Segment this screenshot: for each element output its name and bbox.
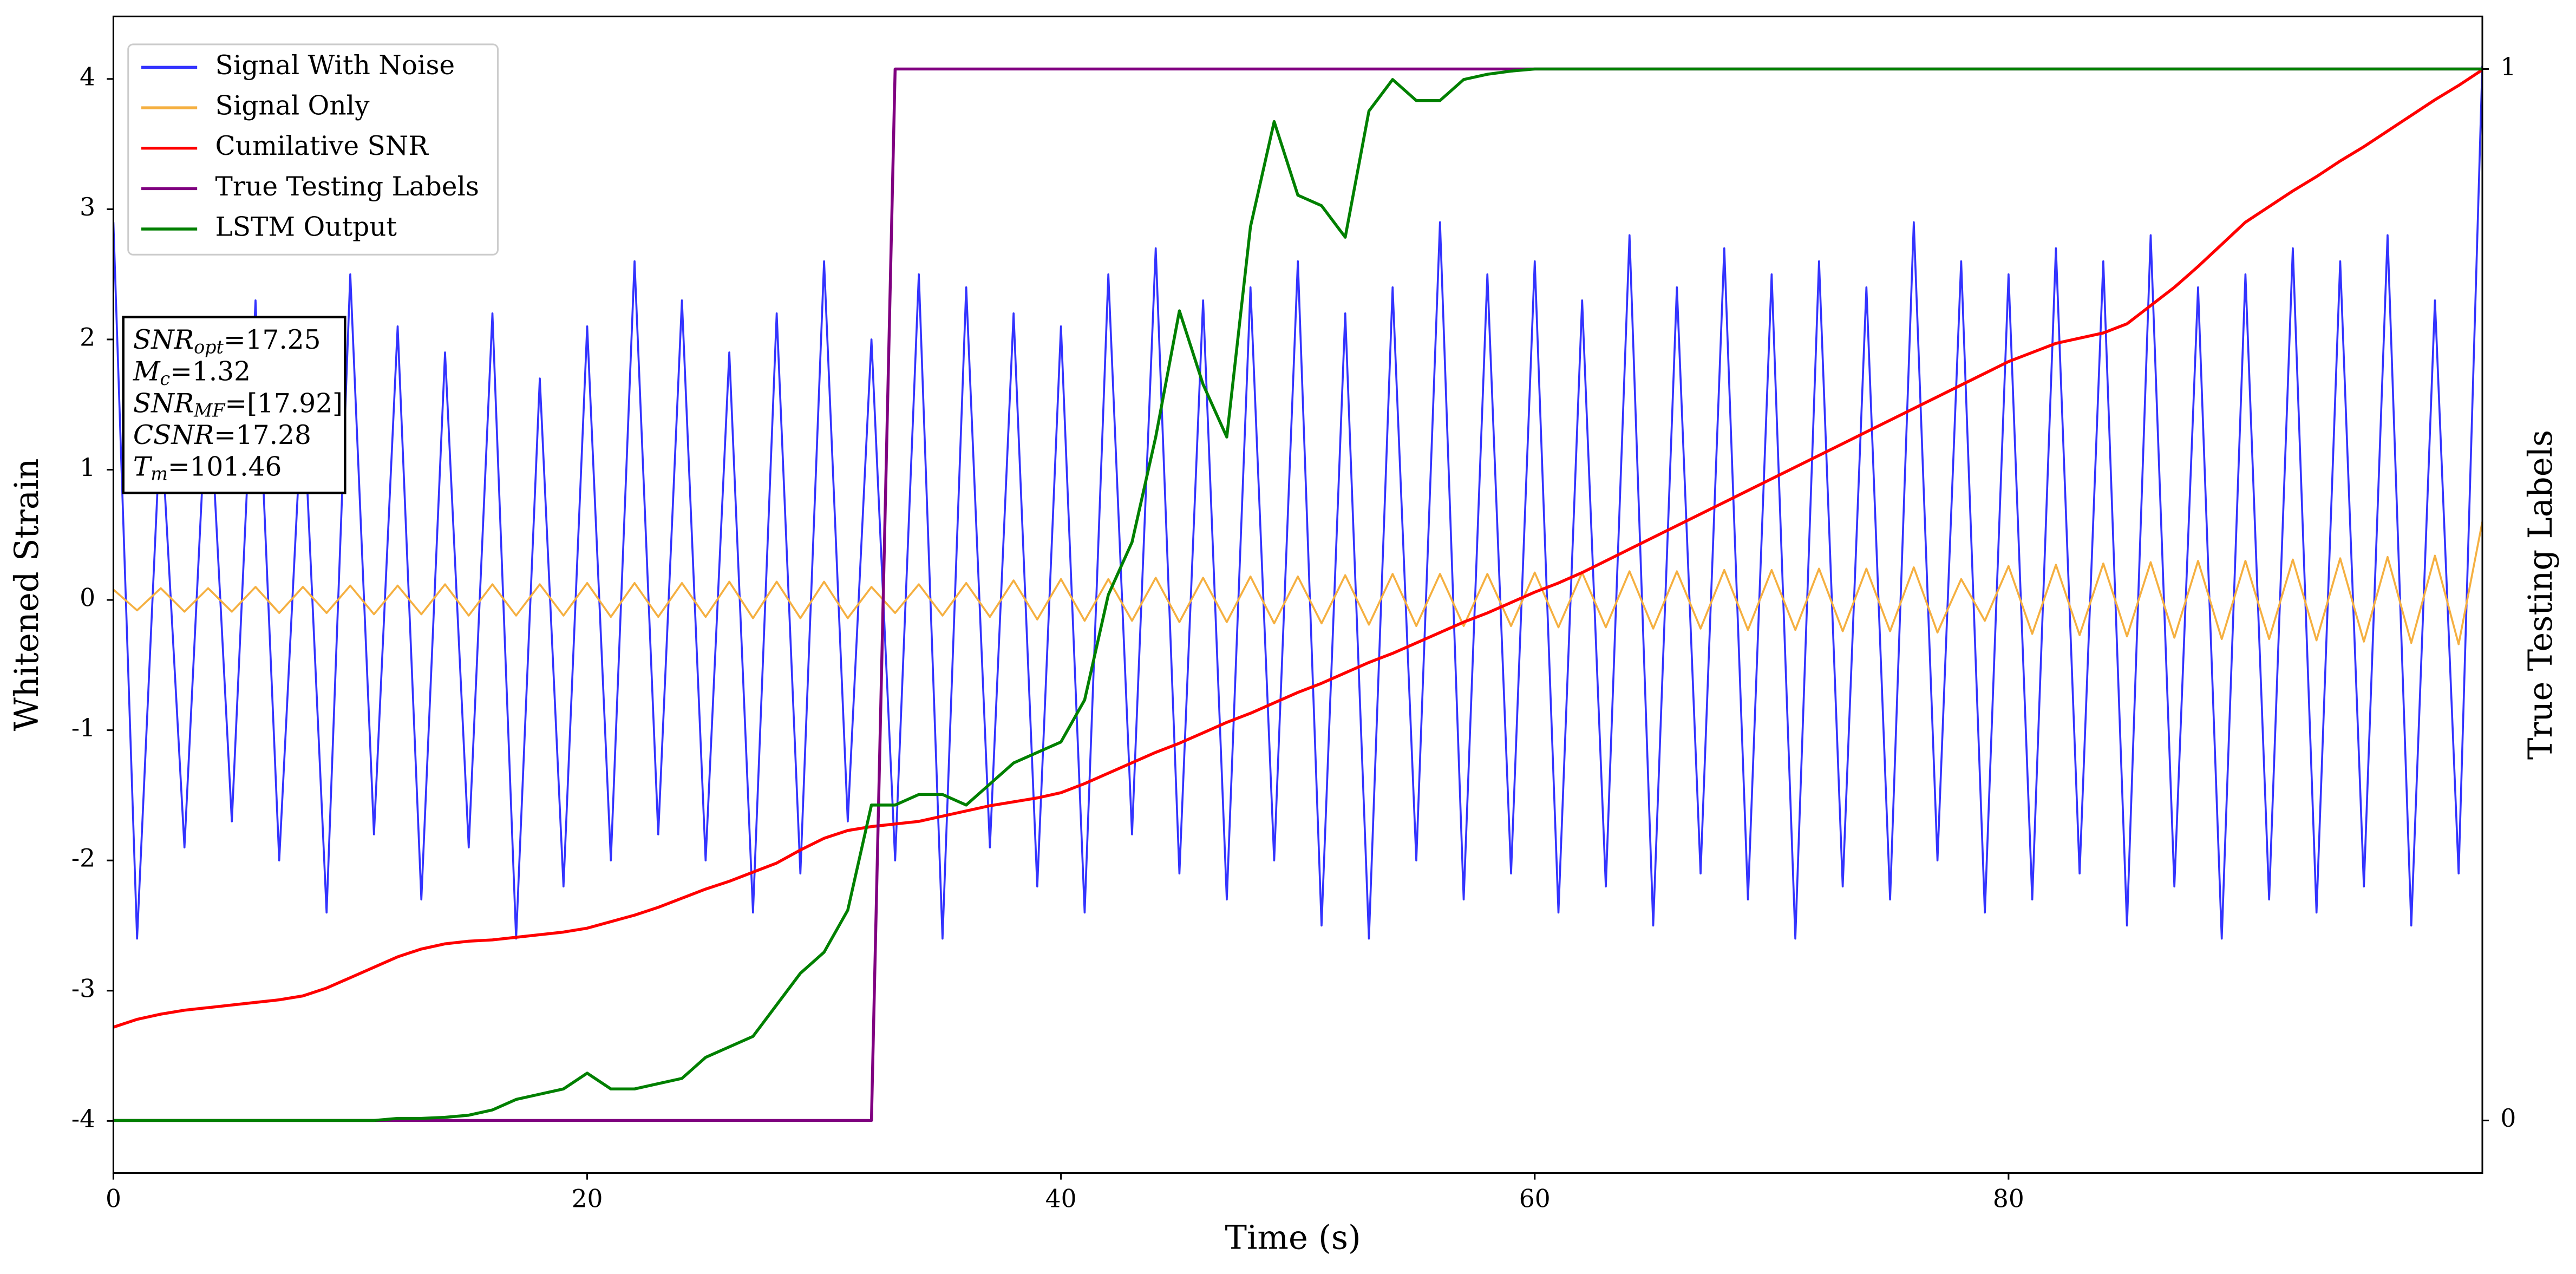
x-tick-label: 80: [1993, 1185, 2024, 1213]
x-tick-label: 40: [1045, 1185, 1077, 1213]
y2-tick-label: 1: [2500, 53, 2516, 81]
y-tick-label: 3: [80, 193, 95, 221]
series-line: [113, 68, 2482, 1029]
x-axis-label: Time (s): [1225, 1219, 1361, 1257]
annotation-line: SNRMF=[17.92]: [133, 388, 343, 421]
legend-label: True Testing Labels: [215, 172, 479, 202]
annotation-sub: MF: [193, 400, 226, 421]
legend-label: Cumilative SNR: [215, 131, 429, 161]
annotation-value: =[17.92]: [225, 388, 342, 419]
legend-label: Signal With Noise: [215, 50, 455, 81]
x-tick-label: 20: [572, 1185, 603, 1213]
annotation-var: T: [133, 452, 153, 482]
y-tick-label: -1: [71, 714, 95, 742]
y2-tick-label: 0: [2500, 1104, 2516, 1133]
y-axis-label: Whitened Strain: [8, 459, 46, 731]
legend: Signal With Noise Signal Only Cumilative S…: [127, 43, 499, 256]
annotation-value: =17.28: [214, 420, 311, 450]
plot-area: [113, 66, 2482, 1122]
annotation-line: Mc=1.32: [133, 356, 251, 389]
legend-box: [127, 43, 499, 256]
annotation-sub: opt: [194, 336, 224, 357]
annotation-var: SNR: [133, 325, 194, 355]
annotation-value: =101.46: [168, 452, 282, 482]
annotation-var: CSNR: [133, 420, 214, 450]
annotation-value: =1.32: [170, 356, 251, 387]
series-line: [113, 521, 2482, 645]
y-tick-label: 2: [80, 323, 95, 351]
y-tick-label: -3: [71, 974, 95, 1003]
plot-frame: [112, 15, 2483, 1174]
annotation-line: Tm=101.46: [133, 452, 282, 485]
legend-label: LSTM Output: [215, 212, 397, 242]
y-tick-label: 0: [80, 584, 95, 612]
series-line: [113, 66, 2482, 940]
series-line: [113, 67, 2482, 1122]
annotation-var: M: [133, 356, 161, 387]
annotation-line: CSNR=17.28: [133, 420, 311, 450]
annotation: SNRopt=17.25Mc=1.32SNRMF=[17.92]CSNR=17.…: [122, 316, 346, 494]
annotation-var: SNR: [133, 388, 194, 419]
y-tick-label: 1: [80, 453, 95, 482]
legend-label: Signal Only: [215, 91, 370, 121]
annotation-sub: c: [160, 368, 171, 389]
y-tick-label: -4: [71, 1105, 95, 1133]
annotation-sub: m: [151, 463, 168, 485]
y-tick-label: -2: [71, 844, 95, 873]
annotation-value: =17.25: [224, 325, 321, 355]
y-tick-label: 4: [80, 62, 95, 91]
x-tick-label: 60: [1519, 1185, 1551, 1213]
y2-axis-label: True Testing Labels: [2522, 430, 2560, 760]
annotation-line: SNRopt=17.25: [133, 325, 321, 358]
annotation-box: [122, 316, 346, 494]
x-tick-label: 0: [106, 1185, 121, 1213]
